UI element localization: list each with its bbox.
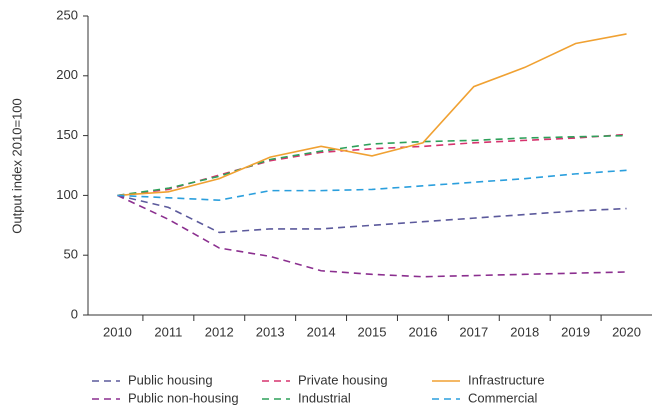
x-tick-label: 2017	[459, 324, 488, 339]
x-tick-label: 2010	[103, 324, 132, 339]
series-line	[117, 133, 627, 197]
x-tick-label: 2011	[154, 324, 182, 339]
legend-label: Public housing	[128, 372, 213, 387]
x-tick-label: 2014	[307, 324, 336, 339]
y-tick-label: 0	[71, 306, 78, 321]
y-tick-label: 150	[56, 127, 78, 142]
x-tick-label: 2018	[510, 324, 539, 339]
legend-label: Private housing	[298, 372, 388, 387]
series-line	[117, 169, 627, 201]
series-line	[117, 194, 627, 234]
series-line	[117, 194, 627, 278]
legend-label: Public non-housing	[128, 390, 239, 405]
x-tick-label: 2013	[256, 324, 285, 339]
y-tick-label: 200	[56, 67, 78, 82]
legend-label: Infrastructure	[468, 372, 545, 387]
legend-label: Industrial	[298, 390, 351, 405]
y-tick-label: 50	[64, 247, 78, 262]
x-tick-label: 2020	[612, 324, 641, 339]
x-tick-label: 2015	[358, 324, 387, 339]
y-axis-label: Output index 2010=100	[9, 98, 24, 234]
series-line	[117, 33, 627, 197]
x-tick-label: 2016	[408, 324, 437, 339]
x-tick-label: 2012	[205, 324, 234, 339]
series-line	[117, 134, 627, 197]
y-tick-label: 100	[56, 187, 78, 202]
x-tick-label: 2019	[561, 324, 590, 339]
y-tick-label: 250	[56, 7, 78, 22]
legend-label: Commercial	[468, 390, 537, 405]
